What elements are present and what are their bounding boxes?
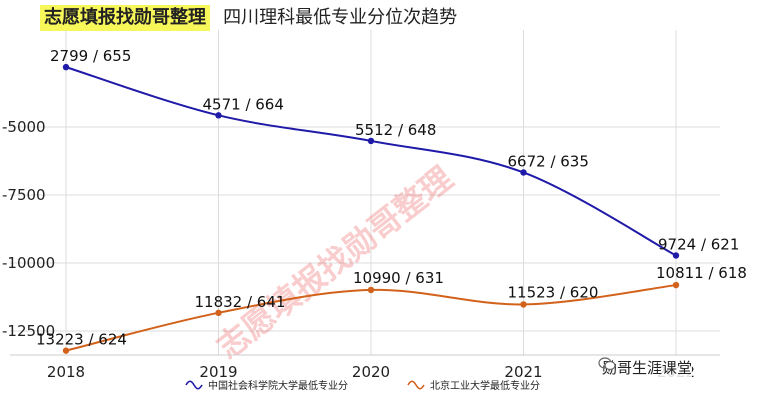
x-tick-label: 2021 [504, 363, 542, 381]
wechat-icon [598, 357, 616, 371]
legend[interactable]: 中国社会科学院大学最低专业分 北京工业大学最低专业分 [185, 379, 540, 392]
data-label: 6672 / 635 [508, 152, 589, 170]
data-label: 5512 / 648 [355, 121, 436, 139]
x-tick-label: 2019 [199, 363, 237, 381]
data-point [672, 281, 680, 289]
footer-brand-text: 勋哥生涯课堂 [602, 359, 693, 377]
data-point [367, 286, 375, 294]
legend-swatch [185, 380, 203, 390]
data-point [62, 63, 70, 71]
gridlines [10, 30, 720, 355]
chart-title: 四川理科最低专业分位次趋势 [223, 7, 458, 28]
data-label: 9724 / 621 [658, 235, 739, 253]
x-tick-label: 2020 [352, 363, 390, 381]
data-label: 11523 / 620 [508, 283, 599, 301]
y-axis: -5000 -7500 -10000 -12500 [2, 118, 55, 340]
legend-item-1[interactable]: 中国社会科学院大学最低专业分 [185, 379, 348, 392]
point-labels: 2799 / 655 4571 / 664 5512 / 648 6672 / 635… [36, 47, 747, 349]
y-tick-label: -10000 [2, 254, 55, 272]
data-point [215, 309, 222, 317]
y-tick-label: -12500 [2, 322, 55, 340]
y-tick-label: -7500 [2, 186, 46, 204]
data-point [215, 112, 222, 119]
data-label: 10990 / 631 [353, 269, 444, 287]
footer-brand: 勋哥生涯课堂 [598, 357, 693, 378]
title-row: 志愿填报找勋哥整理 四川理科最低专业分位次趋势 [40, 5, 457, 33]
data-label: 10811 / 618 [656, 264, 747, 282]
data-point [367, 137, 375, 145]
data-point [520, 301, 527, 308]
legend-label: 北京工业大学最低专业分 [430, 379, 540, 392]
series-layer [62, 63, 680, 354]
data-label: 4571 / 664 [203, 95, 284, 113]
data-point [62, 347, 70, 354]
data-point [672, 252, 680, 259]
data-point [520, 169, 527, 176]
y-tick-label: -5000 [2, 118, 46, 136]
legend-label: 中国社会科学院大学最低专业分 [208, 379, 348, 392]
data-label: 11832 / 641 [195, 293, 286, 311]
legend-item-2[interactable]: 北京工业大学最低专业分 [407, 379, 540, 392]
data-label: 13223 / 624 [36, 331, 127, 349]
brand-label: 志愿填报找勋哥整理 [40, 5, 210, 31]
x-tick-label: 2018 [47, 363, 85, 381]
data-label: 2799 / 655 [50, 47, 131, 65]
legend-swatch [407, 380, 425, 390]
